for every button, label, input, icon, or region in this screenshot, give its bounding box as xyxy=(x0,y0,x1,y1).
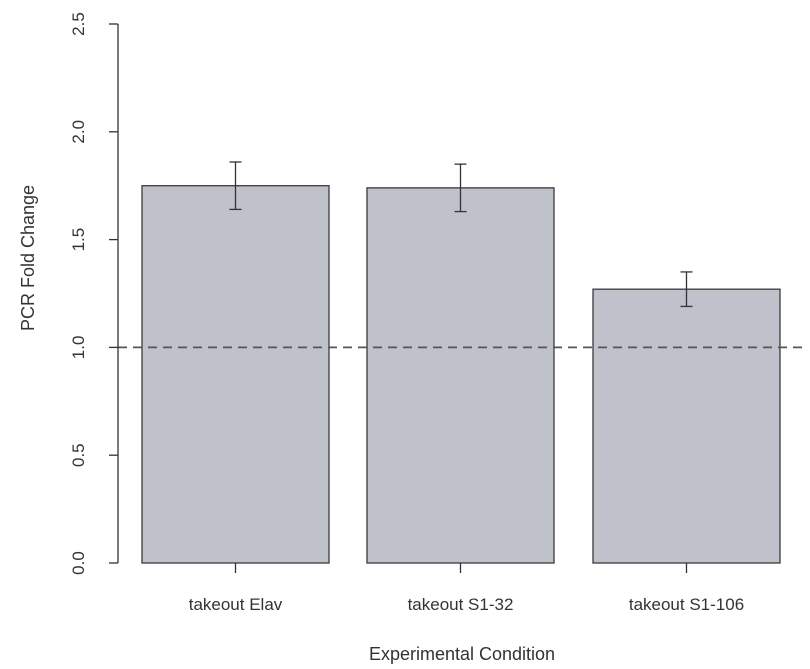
x-tick-label: takeout Elav xyxy=(189,595,283,614)
y-axis-title: PCR Fold Change xyxy=(18,185,38,331)
x-axis-title: Experimental Condition xyxy=(369,644,555,664)
y-tick-label: 2.0 xyxy=(69,120,88,144)
x-tick-label: takeout S1-32 xyxy=(408,595,514,614)
bar-1 xyxy=(141,185,330,564)
y-tick-label: 2.5 xyxy=(69,12,88,36)
y-tick-label: 1.5 xyxy=(69,228,88,252)
y-axis: 0.0 0.5 1.0 1.5 2.0 2.5 xyxy=(69,12,119,575)
x-tick-label: takeout S1-106 xyxy=(629,595,744,614)
bar-2 xyxy=(366,187,555,564)
bars-layer xyxy=(141,185,781,564)
error-bar-3 xyxy=(680,271,693,308)
x-axis: takeout Elav takeout S1-32 takeout S1-106 xyxy=(189,563,744,614)
error-bar-2 xyxy=(454,163,467,213)
bar-3 xyxy=(592,288,781,564)
error-bar-1 xyxy=(229,161,242,211)
y-tick-label: 0.5 xyxy=(69,443,88,467)
y-tick-label: 0.0 xyxy=(69,551,88,575)
error-bars-layer xyxy=(229,161,693,308)
y-tick-label: 1.0 xyxy=(69,336,88,360)
